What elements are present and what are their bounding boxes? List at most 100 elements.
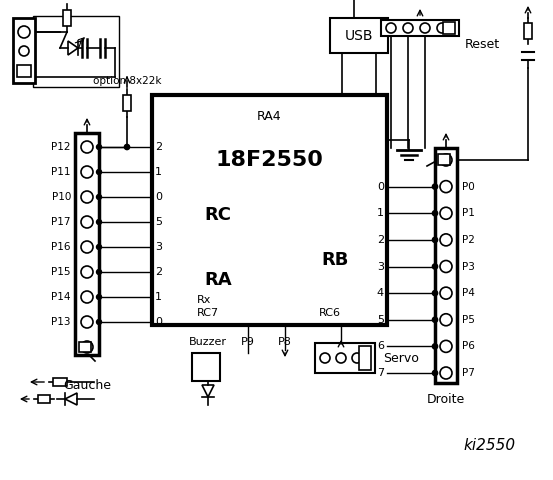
Bar [435, 148, 457, 383]
Text: 1: 1 [155, 292, 162, 302]
Bar [75, 133, 99, 355]
Text: P17: P17 [51, 217, 71, 227]
Text: P2: P2 [462, 235, 475, 245]
Circle shape [18, 26, 30, 38]
Text: RA: RA [204, 271, 232, 289]
Bar [381, 20, 459, 36]
Text: USB: USB [345, 28, 373, 43]
Text: 2: 2 [155, 267, 162, 277]
Circle shape [420, 23, 430, 33]
Text: P16: P16 [51, 242, 71, 252]
Text: 5: 5 [155, 217, 162, 227]
Text: option 8x22k: option 8x22k [93, 76, 161, 86]
Circle shape [440, 207, 452, 219]
Text: 2: 2 [155, 142, 162, 152]
Bar [38, 395, 50, 403]
Text: RC7: RC7 [197, 308, 219, 318]
Text: RC: RC [204, 206, 231, 224]
Circle shape [432, 184, 437, 189]
Bar [315, 343, 375, 373]
Circle shape [124, 144, 129, 149]
Circle shape [81, 241, 93, 253]
Circle shape [97, 144, 102, 149]
Circle shape [81, 291, 93, 303]
Circle shape [320, 353, 330, 363]
Text: ki2550: ki2550 [464, 437, 516, 453]
Text: RC6: RC6 [319, 308, 341, 318]
Text: 0: 0 [155, 317, 162, 327]
Circle shape [440, 314, 452, 326]
Circle shape [386, 23, 396, 33]
Circle shape [432, 317, 437, 322]
Bar [63, 10, 71, 26]
Text: P15: P15 [51, 267, 71, 277]
Text: RB: RB [322, 251, 349, 269]
Text: P12: P12 [51, 142, 71, 152]
Circle shape [97, 169, 102, 175]
Circle shape [432, 371, 437, 375]
Bar [443, 22, 455, 34]
Circle shape [81, 166, 93, 178]
Circle shape [440, 180, 452, 192]
Text: Buzzer: Buzzer [189, 337, 227, 347]
Circle shape [97, 244, 102, 250]
Text: 0: 0 [155, 192, 162, 202]
Circle shape [97, 295, 102, 300]
Text: Gauche: Gauche [63, 379, 111, 392]
Circle shape [432, 211, 437, 216]
Circle shape [440, 154, 452, 166]
Text: Reset: Reset [465, 37, 500, 50]
Text: 2: 2 [377, 235, 384, 245]
Circle shape [440, 340, 452, 352]
Bar [17, 65, 31, 77]
Text: Rx: Rx [197, 295, 211, 305]
Text: P6: P6 [462, 341, 475, 351]
Text: 1: 1 [155, 167, 162, 177]
Circle shape [97, 269, 102, 275]
Text: Servo: Servo [383, 351, 419, 364]
Circle shape [336, 353, 346, 363]
Text: 5: 5 [377, 315, 384, 325]
Text: P3: P3 [462, 262, 475, 272]
Text: 0: 0 [377, 181, 384, 192]
Text: RA4: RA4 [257, 110, 282, 123]
Text: 1: 1 [377, 208, 384, 218]
Bar [359, 346, 371, 370]
Text: P1: P1 [462, 208, 475, 218]
Bar [54, 378, 66, 386]
Circle shape [440, 261, 452, 273]
Circle shape [19, 46, 29, 56]
Bar [438, 154, 450, 165]
Text: 4: 4 [377, 288, 384, 298]
Text: P5: P5 [462, 315, 475, 325]
Bar [13, 18, 35, 83]
Circle shape [97, 320, 102, 324]
Bar [79, 342, 91, 352]
Circle shape [97, 219, 102, 225]
Circle shape [97, 194, 102, 200]
Circle shape [403, 23, 413, 33]
Circle shape [437, 23, 447, 33]
Circle shape [81, 216, 93, 228]
Text: 3: 3 [377, 262, 384, 272]
Text: 7: 7 [377, 368, 384, 378]
Bar [152, 95, 387, 325]
Bar [524, 23, 532, 39]
Text: P8: P8 [278, 337, 292, 347]
Text: P0: P0 [462, 181, 474, 192]
Circle shape [81, 141, 93, 153]
Circle shape [440, 367, 452, 379]
Bar [123, 95, 131, 111]
Text: 18F2550: 18F2550 [216, 150, 324, 170]
Circle shape [352, 353, 362, 363]
Text: Droite: Droite [427, 393, 465, 406]
Text: P7: P7 [462, 368, 475, 378]
Circle shape [81, 341, 93, 353]
Circle shape [81, 316, 93, 328]
Text: 6: 6 [377, 341, 384, 351]
Bar [192, 353, 220, 381]
Text: P13: P13 [51, 317, 71, 327]
Text: P14: P14 [51, 292, 71, 302]
Circle shape [432, 264, 437, 269]
Circle shape [440, 234, 452, 246]
